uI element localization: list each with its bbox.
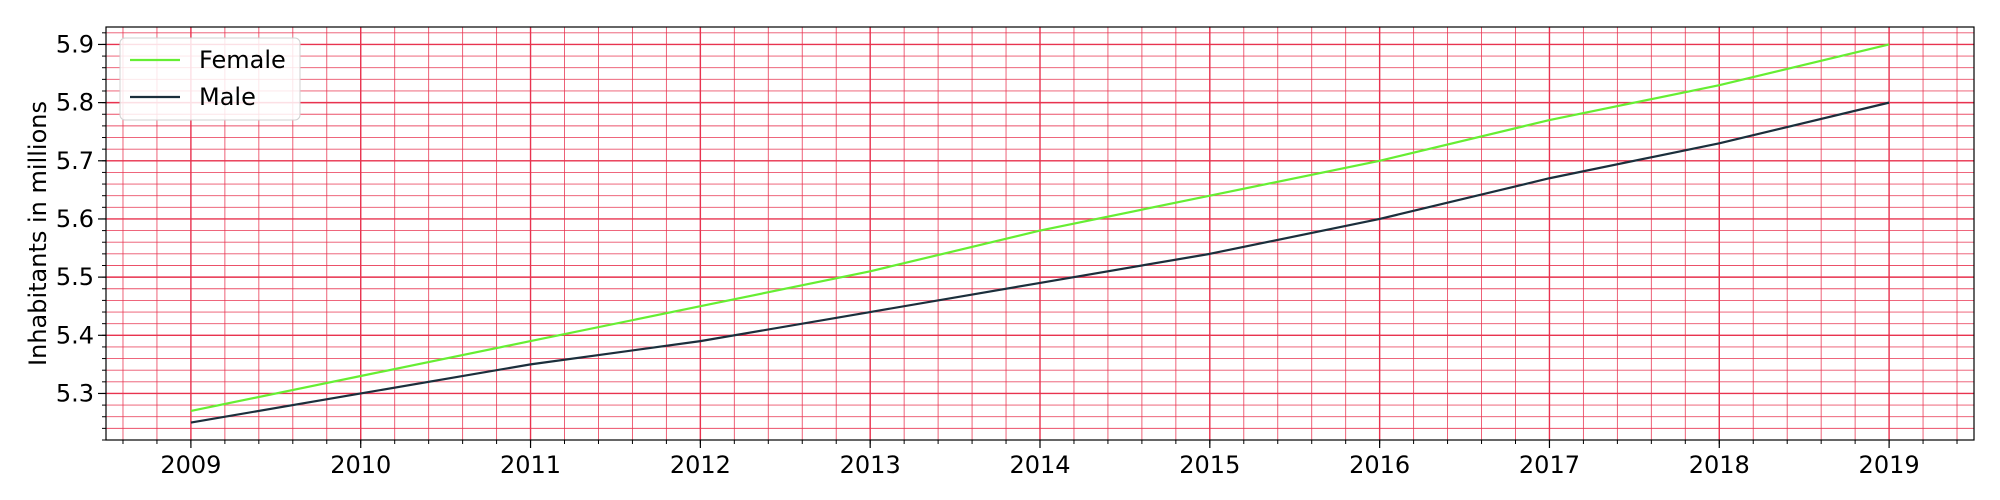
y-tick-label: 5.6 xyxy=(56,205,94,233)
x-tick-label: 2011 xyxy=(500,451,561,479)
y-tick-label: 5.5 xyxy=(56,263,94,291)
legend-label-female: Female xyxy=(199,46,286,74)
y-tick-label: 5.4 xyxy=(56,321,94,349)
x-tick-label: 2014 xyxy=(1009,451,1070,479)
x-axis-ticks: 2009 2010 2011 2012 2013 2014 2015 2016 2017 2018… xyxy=(122,440,1958,479)
x-tick-label: 2012 xyxy=(670,451,731,479)
y-tick-label: 5.8 xyxy=(56,89,94,117)
x-tick-label: 2017 xyxy=(1519,451,1580,479)
series-line-female xyxy=(190,43,1890,412)
legend: Female Male xyxy=(119,37,301,121)
y-axis-title: Inhabitants in millions xyxy=(24,101,52,366)
x-tick-label: 2009 xyxy=(160,451,221,479)
y-axis-ticks: 5.3 5.4 5.5 5.6 5.7 5.8 5.9 xyxy=(56,30,106,441)
legend-box xyxy=(119,37,301,121)
x-tick-label: 2013 xyxy=(840,451,901,479)
legend-label-male: Male xyxy=(199,83,256,111)
y-tick-label: 5.7 xyxy=(56,147,94,175)
series-line-male xyxy=(190,101,1890,424)
major-grid xyxy=(106,27,1974,440)
y-tick-label: 5.9 xyxy=(56,30,94,58)
x-tick-label: 2018 xyxy=(1689,451,1750,479)
x-tick-label: 2015 xyxy=(1179,451,1240,479)
y-tick-label: 5.3 xyxy=(56,379,94,407)
x-tick-label: 2016 xyxy=(1349,451,1410,479)
series-lines xyxy=(190,43,1890,424)
x-tick-label: 2010 xyxy=(330,451,391,479)
x-tick-label: 2019 xyxy=(1859,451,1920,479)
